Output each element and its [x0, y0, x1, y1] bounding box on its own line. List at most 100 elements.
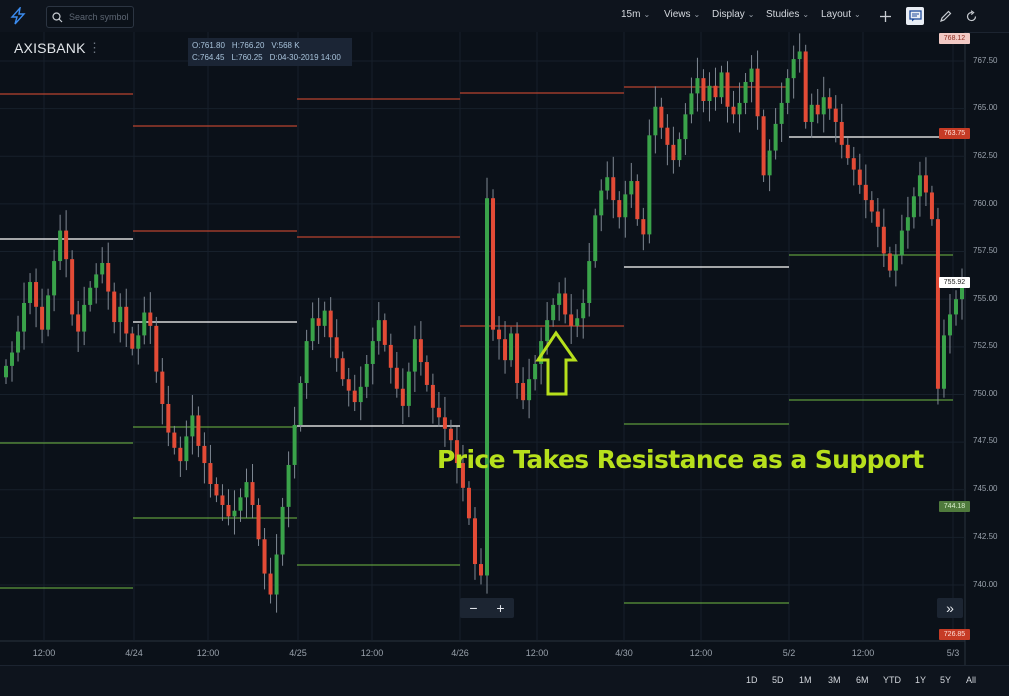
candle-body: [472, 518, 477, 565]
candle-body: [749, 68, 754, 82]
candle-body: [448, 428, 453, 441]
price-axis-label: 760.00: [973, 199, 998, 208]
price-axis-label: 742.50: [973, 532, 998, 541]
ohlc-readout: O:761.80 H:766.20 V:568 K C:764.45 L:760.25…: [188, 38, 352, 66]
candle-body: [755, 68, 760, 117]
candle-body: [539, 341, 544, 364]
candle-body: [418, 339, 423, 363]
candle-body: [28, 282, 33, 303]
range-button-5y[interactable]: 5Y: [940, 675, 952, 685]
date-value: D:04-30-2019 14:00: [269, 53, 341, 62]
time-axis-label: 12:00: [851, 648, 875, 658]
candle-body: [491, 198, 496, 330]
candle-body: [166, 403, 171, 433]
price-axis-label: 752.50: [973, 341, 998, 350]
candle-body: [659, 106, 664, 128]
candle-body: [827, 97, 832, 109]
candle-body: [130, 333, 135, 349]
views-menu[interactable]: Views ⌄: [664, 9, 700, 20]
candle-body: [370, 341, 375, 364]
candle-body: [509, 333, 514, 361]
layout-menu[interactable]: Layout ⌄: [821, 9, 861, 20]
candle-body: [190, 415, 195, 437]
chevron-down-icon: ⌄: [693, 10, 701, 19]
chevron-down-icon: ⌄: [747, 10, 755, 19]
zoom-out-button[interactable]: −: [469, 600, 478, 616]
range-button-1m[interactable]: 1M: [799, 675, 812, 685]
range-button-6m[interactable]: 6M: [856, 675, 869, 685]
candle-body: [905, 217, 910, 231]
candle-body: [214, 484, 219, 496]
candle-body: [88, 287, 93, 305]
candle-body: [340, 358, 345, 380]
zoom-controls: − +: [460, 598, 514, 618]
chevron-down-icon: ⌄: [802, 10, 810, 19]
candle-body: [328, 310, 333, 338]
range-button-5d[interactable]: 5D: [772, 675, 784, 685]
candle-body: [16, 331, 21, 353]
candle-body: [881, 226, 886, 254]
candle-body: [587, 261, 592, 303]
price-chart[interactable]: [0, 32, 1009, 665]
zoom-in-button[interactable]: +: [496, 600, 505, 616]
more-options-icon[interactable]: ⋮: [88, 40, 101, 55]
candle-body: [376, 320, 381, 342]
comment-icon[interactable]: [906, 7, 924, 25]
candle-body: [635, 181, 640, 220]
studies-menu[interactable]: Studies ⌄: [766, 9, 809, 20]
candle-body: [268, 573, 273, 595]
candle-body: [148, 312, 153, 326]
price-tag-green: 744.18: [939, 501, 970, 512]
candle-body: [935, 219, 940, 389]
pencil-icon[interactable]: [936, 7, 954, 25]
candle-body: [815, 104, 820, 115]
price-axis-label: 745.00: [973, 484, 998, 493]
range-button-ytd[interactable]: YTD: [883, 675, 901, 685]
add-icon[interactable]: [876, 7, 894, 25]
time-axis-label: 4/26: [451, 648, 469, 658]
candle-body: [112, 291, 117, 323]
candle-body: [388, 344, 393, 368]
candle-body: [629, 181, 634, 195]
candle-body: [352, 390, 357, 403]
candle-body: [647, 135, 652, 235]
range-button-3m[interactable]: 3M: [828, 675, 841, 685]
symbol-search[interactable]: [46, 6, 134, 28]
range-button-1d[interactable]: 1D: [746, 675, 758, 685]
candle-body: [503, 339, 508, 361]
candle-body: [280, 506, 285, 555]
search-input[interactable]: [67, 11, 133, 23]
candle-body: [196, 415, 201, 446]
candle-body: [899, 230, 904, 256]
price-axis-label: 757.50: [973, 246, 998, 255]
candle-body: [791, 59, 796, 79]
interval-menu[interactable]: 15m ⌄: [621, 9, 650, 20]
candle-body: [809, 104, 814, 122]
refresh-icon[interactable]: [962, 7, 980, 25]
range-button-1y[interactable]: 1Y: [915, 675, 927, 685]
candle-body: [821, 97, 826, 115]
price-axis-label: 740.00: [973, 580, 998, 589]
candle-body: [424, 362, 429, 385]
chevron-down-icon: ⌄: [854, 10, 861, 19]
price-axis-label: 762.50: [973, 151, 998, 160]
lightning-logo-icon[interactable]: [9, 7, 27, 25]
display-menu[interactable]: Display ⌄: [712, 9, 755, 20]
candle-body: [466, 487, 471, 519]
range-button-all[interactable]: All: [966, 675, 977, 685]
candle-body: [701, 78, 706, 102]
plot-area: [0, 32, 965, 641]
candle-body: [478, 564, 483, 576]
candle-body: [40, 306, 45, 330]
candle-body: [52, 261, 57, 296]
scroll-to-latest-button[interactable]: »: [937, 598, 963, 618]
candle-body: [485, 198, 490, 576]
candle-body: [22, 302, 27, 332]
candle-body: [557, 293, 562, 305]
candle-body: [142, 312, 147, 336]
candle-body: [100, 262, 105, 275]
candle-body: [857, 169, 862, 185]
search-icon: [52, 11, 63, 22]
candle-body: [292, 424, 297, 465]
candle-body: [82, 304, 87, 332]
